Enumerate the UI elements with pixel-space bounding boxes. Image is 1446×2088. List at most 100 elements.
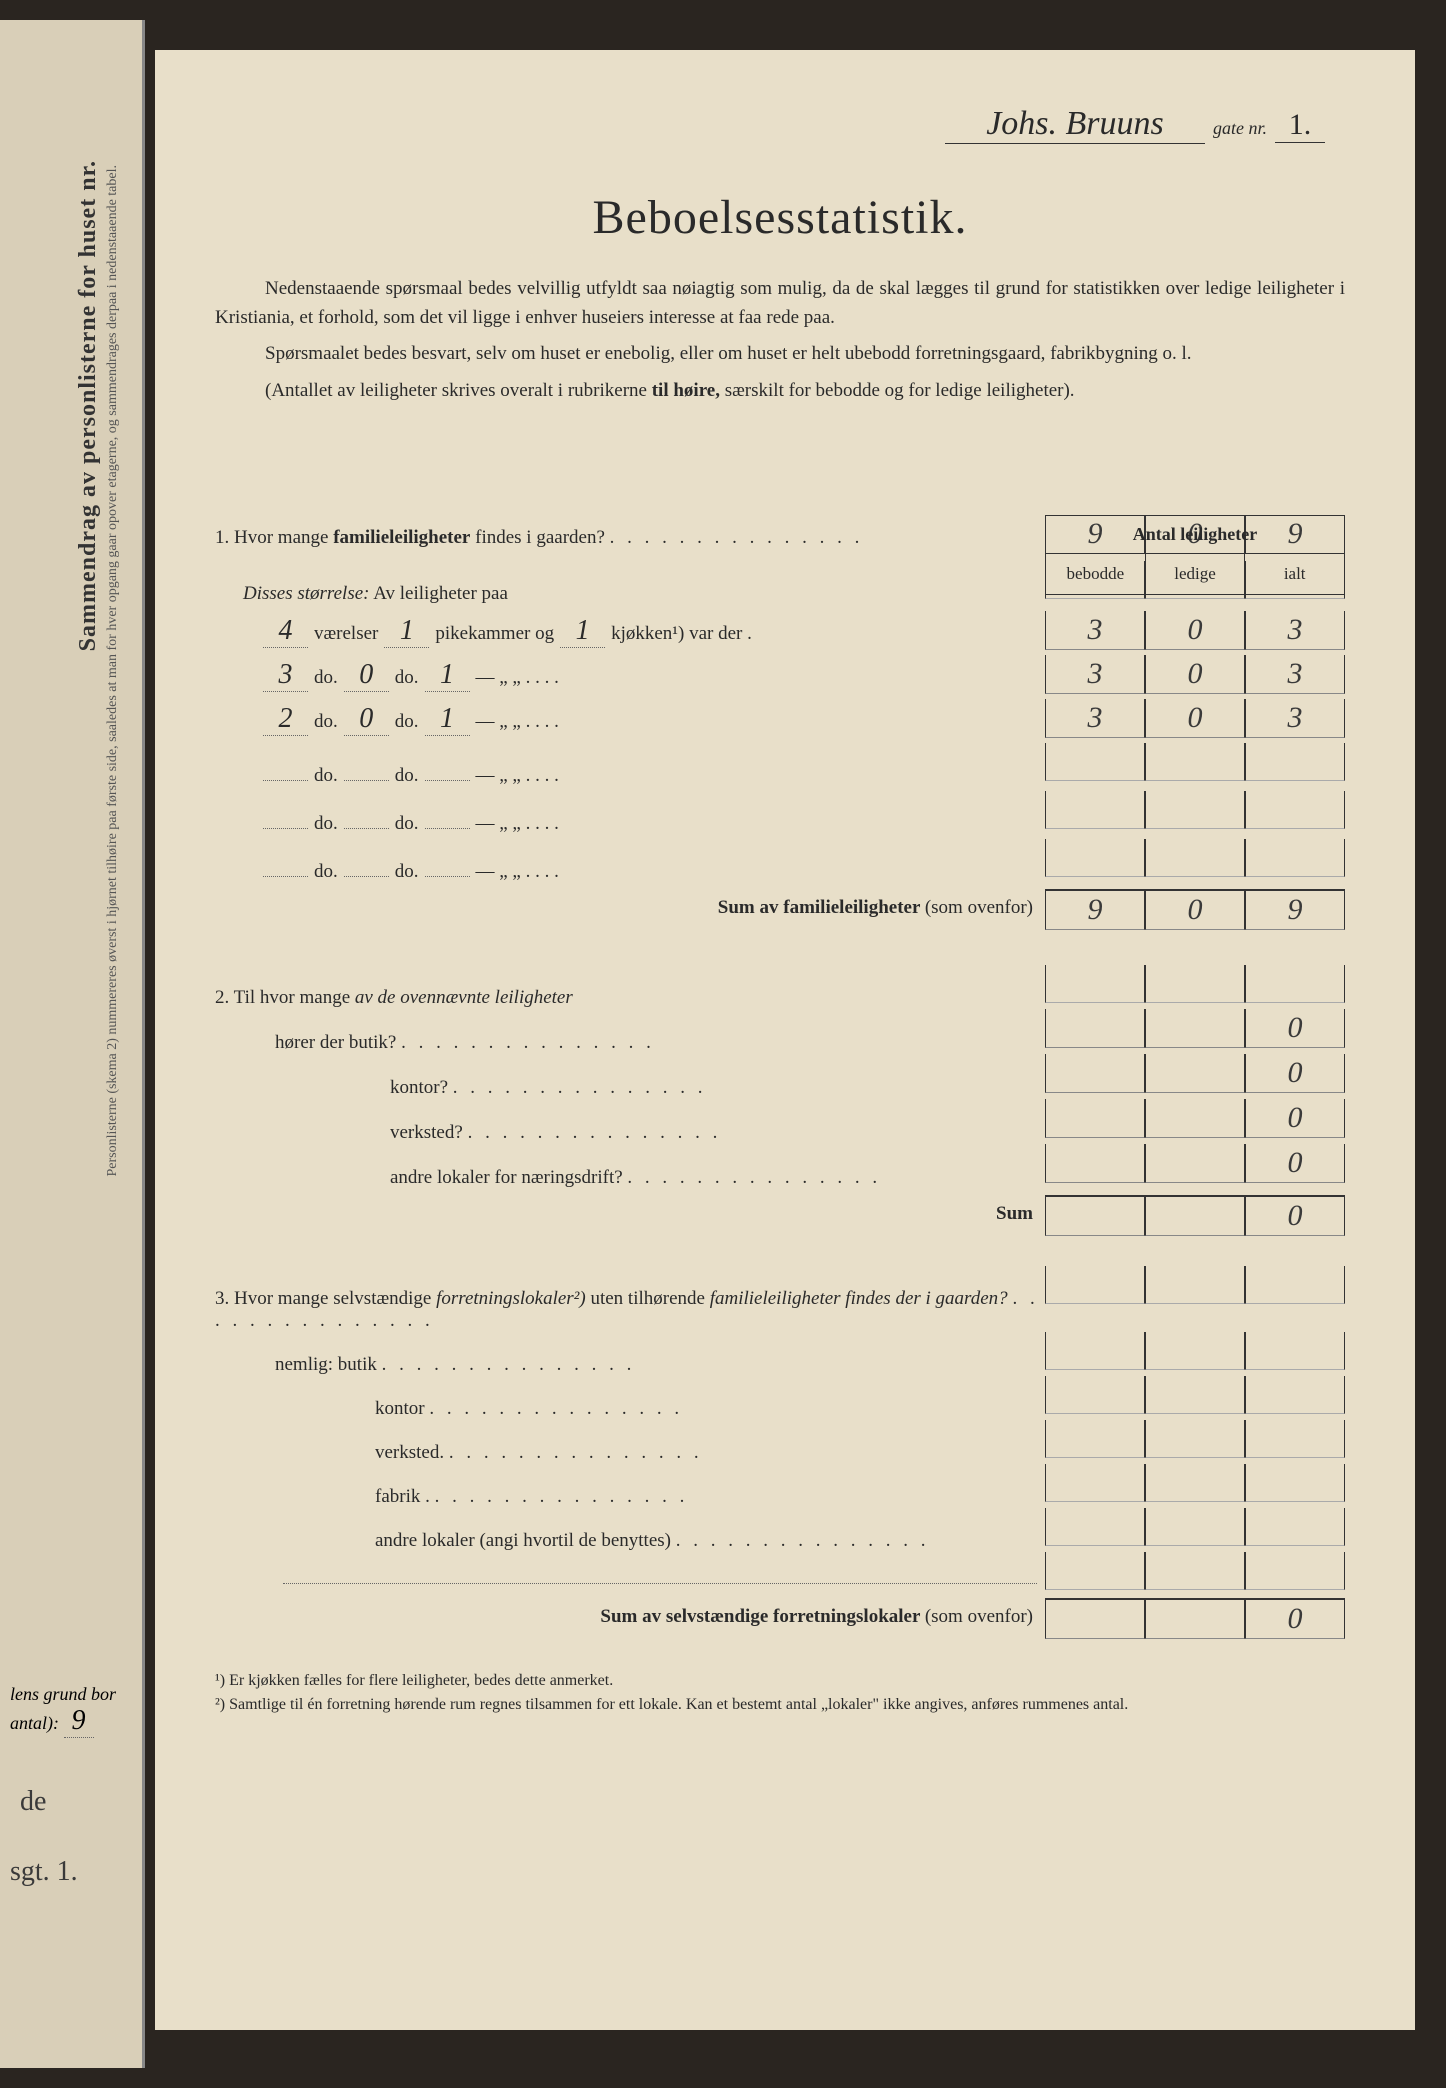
cell: [1245, 1508, 1345, 1546]
q3-sum-ialt: 0: [1245, 1598, 1345, 1639]
q3-row-cells: [1045, 1464, 1345, 1502]
footnote-1: ¹) Er kjøkken fælles for flere leilighet…: [215, 1669, 1345, 1693]
cell: [1045, 1598, 1145, 1639]
pikekammer-label: do.: [395, 667, 419, 689]
question-2: 2. Til hvor mange av de ovennævnte leili…: [215, 965, 1345, 1236]
left-page-fragment: Sammendrag av personlisterne for huset n…: [0, 20, 145, 2068]
q3-row: fabrik .: [215, 1464, 1345, 1508]
q2-intro: 2. Til hvor mange av de ovennævnte leili…: [215, 965, 1345, 1009]
vaerelser-value: [263, 876, 308, 877]
cell: [1145, 1332, 1245, 1370]
left-bottom-b: antal):: [10, 1713, 59, 1733]
q2-row-text: verksted?: [215, 1122, 1045, 1144]
q1-sum-label: Sum av familieleiligheter (som ovenfor): [215, 889, 1045, 930]
vaerelser-value: 4: [263, 615, 308, 648]
q3-intro-c: uten tilhørende: [590, 1288, 705, 1309]
page-title: Beboelsesstatistik.: [215, 190, 1345, 245]
footnote-2: ²) Samtlige til én forretning hørende ru…: [215, 1693, 1345, 1717]
pikekammer-value: [344, 828, 389, 829]
kjokken-value: [425, 828, 470, 829]
q3-row-text: fabrik .: [215, 1486, 1045, 1508]
cell: [1145, 1376, 1245, 1414]
cell: [1145, 1099, 1245, 1138]
cell-ledige: 0: [1145, 655, 1245, 694]
table-header: Antal leiligheter bebodde ledige ialt: [1045, 515, 1345, 595]
dots: [435, 1486, 689, 1507]
street-signature: Johs. Bruuns: [945, 105, 1205, 144]
size-cells: [1045, 839, 1345, 877]
main-document-page: Johs. Bruuns gate nr. 1. Beboelsesstatis…: [155, 50, 1415, 2030]
cell-ialt: 0: [1245, 1144, 1345, 1183]
cell-bebodde: [1045, 743, 1145, 781]
table-header-title: Antal leiligheter: [1046, 516, 1344, 554]
cell: [1045, 1054, 1145, 1093]
q1-sum-ialt: 9: [1245, 889, 1345, 930]
q3-sum-text: Sum av selvstændige forretningslokaler: [600, 1606, 920, 1627]
q3-blank: [215, 1583, 1045, 1590]
q2-sum-row: Sum 0: [215, 1195, 1345, 1236]
cell: [1045, 1195, 1145, 1236]
size-text: 2 do. 0 do. 1 — „ „ . . . .: [215, 703, 1045, 736]
pikekammer-value: 0: [344, 659, 389, 692]
dots: [449, 1442, 703, 1463]
footnotes: ¹) Er kjøkken fælles for flere leilighet…: [215, 1669, 1345, 1717]
q1-size-row: do. do. — „ „ . . . .: [215, 791, 1345, 835]
cell-ialt: 0: [1245, 1009, 1345, 1048]
cell-bebodde: 3: [1045, 699, 1145, 738]
left-bottom-value: 9: [64, 1705, 94, 1738]
dots: [627, 1167, 881, 1188]
question-3: 3. Hvor mange selvstændige forretningslo…: [215, 1266, 1345, 1639]
q1-sum-paren: (som ovenfor): [925, 897, 1033, 918]
q1-bold: familieleiligheter: [333, 527, 470, 548]
size-text: 4 værelser 1 pikekammer og 1 kjøkken¹) v…: [215, 615, 1045, 648]
cell-ledige: [1145, 791, 1245, 829]
q1-disses-text: Disses størrelse: Av leiligheter paa: [215, 583, 1045, 605]
size-text: do. do. — „ „ . . . .: [215, 813, 1045, 835]
vaerelser-label: do.: [314, 861, 338, 883]
q3-row: andre lokaler (angi hvortil de benyttes): [215, 1508, 1345, 1552]
intro-p2: Spørsmaalet bedes besvart, selv om huset…: [215, 340, 1345, 369]
size-cells: 3 0 3: [1045, 655, 1345, 694]
pikekammer-label: pikekammer og: [435, 623, 554, 645]
q3-intro-cells: [1045, 1266, 1345, 1304]
cell: [1045, 1266, 1145, 1304]
q3-row-text: andre lokaler (angi hvortil de benyttes): [215, 1530, 1045, 1552]
q2-sum-ialt: 0: [1245, 1195, 1345, 1236]
vaerelser-value: [263, 828, 308, 829]
cell-ialt: 0: [1245, 1054, 1345, 1093]
gate-label: gate nr.: [1213, 118, 1267, 139]
cell: [1245, 1266, 1345, 1304]
q3-intro-a: 3. Hvor mange selvstændige: [215, 1288, 431, 1309]
cell: [1045, 1376, 1145, 1414]
q1-size-row: do. do. — „ „ . . . .: [215, 743, 1345, 787]
vaerelser-value: [263, 780, 308, 781]
dots: [610, 527, 864, 548]
q1-sum-bebodde: 9: [1045, 889, 1145, 930]
q3-row: kontor: [215, 1376, 1345, 1420]
q3-row: verksted.: [215, 1420, 1345, 1464]
pikekammer-label: do.: [395, 765, 419, 787]
intro-p2-text: Spørsmaalet bedes besvart, selv om huset…: [265, 343, 1192, 364]
cell: [1145, 1552, 1245, 1590]
intro-p3a: (Antallet av leiligheter skrives overalt…: [265, 380, 647, 401]
q2-intro-a: 2. Til hvor mange: [215, 987, 350, 1008]
cell-bebodde: [1045, 839, 1145, 877]
col-ialt: ialt: [1245, 554, 1344, 594]
vaerelser-label: do.: [314, 813, 338, 835]
q3-sum-paren: (som ovenfor): [925, 1606, 1033, 1627]
q3-row-cells: [1045, 1420, 1345, 1458]
q2-row: hører der butik? 0: [215, 1009, 1345, 1054]
cell: [1045, 1464, 1145, 1502]
cell: [1145, 1054, 1245, 1093]
cell-ledige: [1145, 743, 1245, 781]
q1-sum-text: Sum av familieleiligheter: [718, 897, 920, 918]
cell: [1245, 1420, 1345, 1458]
q2-sum-label: Sum: [215, 1195, 1045, 1236]
kjokken-value: [425, 876, 470, 877]
cell: [1145, 1508, 1245, 1546]
vaerelser-label: værelser: [314, 623, 378, 645]
cell: [1245, 965, 1345, 1003]
cell: [1045, 1420, 1145, 1458]
q2-row-cells: 0: [1045, 1144, 1345, 1183]
left-bottom-label: lens grund bor antal): 9: [10, 1684, 116, 1738]
